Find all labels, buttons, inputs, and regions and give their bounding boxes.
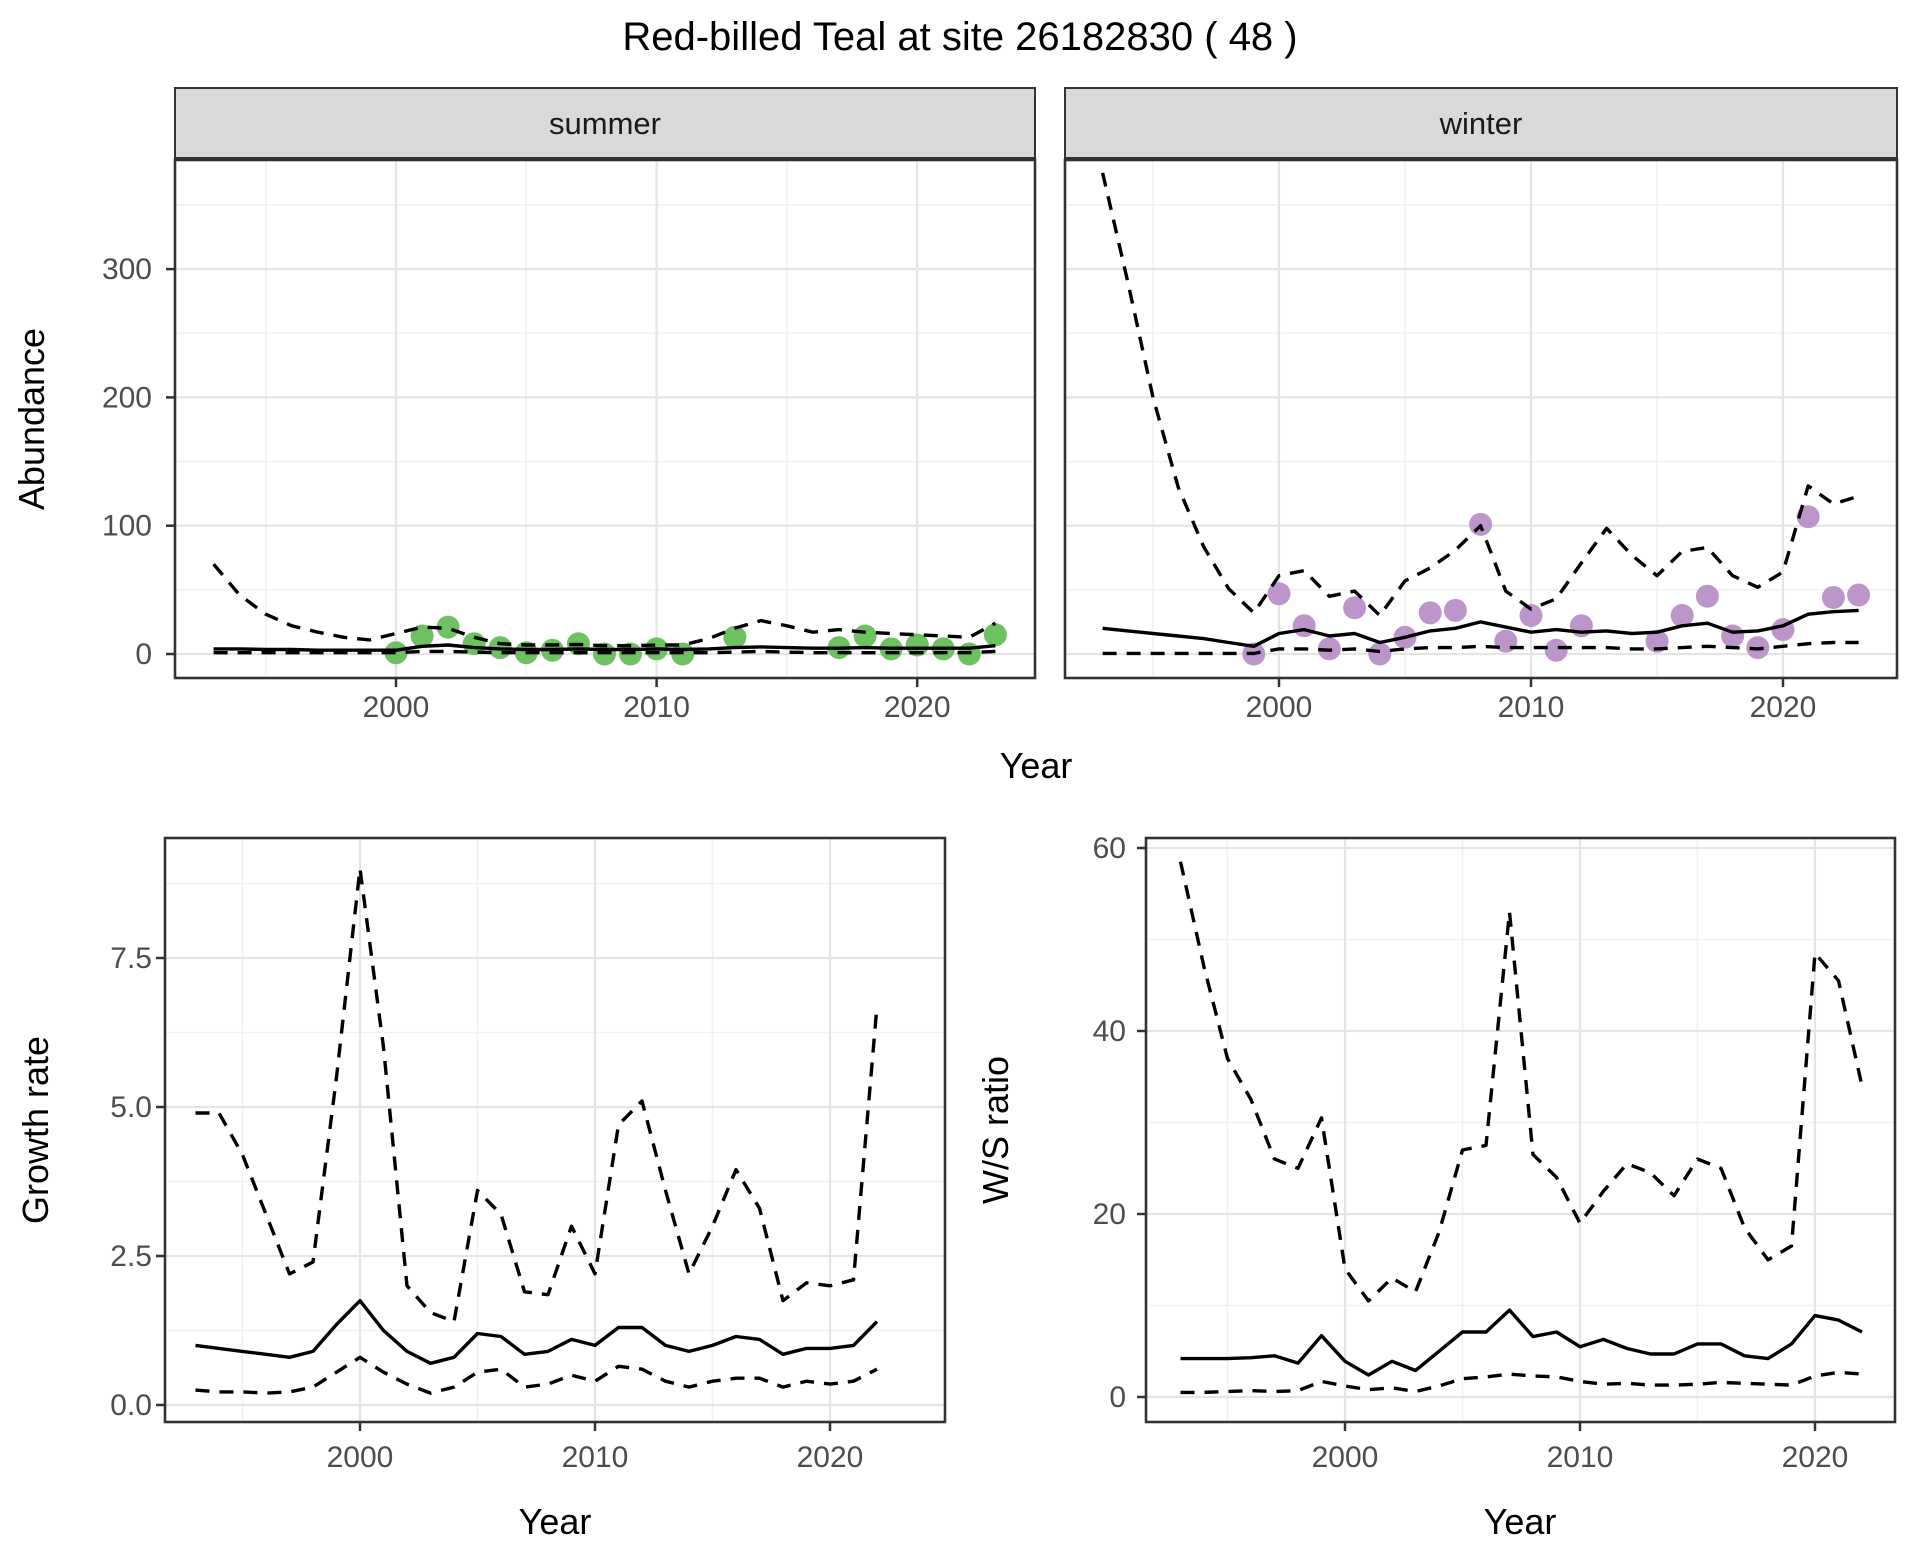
data-point [1670, 604, 1694, 627]
data-point [1847, 583, 1871, 607]
data-point [436, 615, 460, 639]
series-lower-credible-interval [195, 1355, 878, 1395]
data-point [384, 641, 408, 665]
x-tick-label: 2020 [797, 1441, 864, 1474]
series-median-growth-rate [195, 1299, 879, 1365]
x-tick-label: 2000 [363, 691, 430, 724]
panel-summer: 2000 2010 2020 0 100 200 300 [102, 158, 1037, 724]
x-axis-title-year-bottom-right: Year [1484, 1501, 1557, 1542]
series-upper-credible-interval [1178, 861, 1864, 1303]
series-upper-credible-interval [212, 563, 997, 648]
data-point [723, 625, 747, 649]
data-point [853, 624, 877, 648]
y-tick-label: 0 [135, 638, 152, 671]
y-axis-title-ws-ratio: W/S ratio [975, 1056, 1016, 1204]
y-tick-label: 2.5 [110, 1240, 152, 1273]
facet-strip-label-winter: winter [1439, 106, 1523, 141]
x-tick-label: 2000 [1246, 691, 1313, 724]
y-tick-label: 300 [102, 253, 152, 286]
data-point [1267, 582, 1291, 606]
series-lower-credible-interval [213, 649, 996, 655]
data-point [1519, 604, 1543, 627]
x-tick-label: 2020 [1750, 691, 1817, 724]
y-tick-label: 20 [1093, 1198, 1126, 1231]
x-tick-label: 2010 [623, 691, 690, 724]
y-tick-label: 0.0 [110, 1389, 152, 1422]
x-tick-label: 2000 [327, 1441, 394, 1474]
x-axis-title-year-top: Year [1000, 745, 1073, 786]
series-median-ws-ratio [1180, 1308, 1863, 1377]
x-tick-label: 2020 [1782, 1441, 1849, 1474]
facet-strip-winter [1064, 87, 1898, 159]
y-tick-label: 7.5 [110, 942, 152, 975]
series-lower-credible-interval [1102, 640, 1859, 656]
series-upper-credible-interval [195, 866, 879, 1324]
data-point [1343, 596, 1367, 620]
series-median-estimate [213, 643, 996, 652]
series-lower-credible-interval [1180, 1370, 1863, 1395]
series-upper-credible-interval [1100, 172, 1860, 618]
data-point [1544, 638, 1568, 662]
data-point [1292, 614, 1316, 638]
x-tick-label: 2020 [884, 691, 951, 724]
y-tick-label: 200 [102, 381, 152, 414]
x-tick-label: 2010 [1547, 1441, 1614, 1474]
panel-border [1063, 158, 1899, 680]
facet-strip-summer [174, 87, 1036, 159]
data-point [1443, 598, 1467, 622]
series-median-estimate [1102, 608, 1859, 648]
panel-background [1065, 160, 1897, 678]
x-axis-title-year-bottom-left: Year [519, 1501, 592, 1542]
panel-border [163, 836, 947, 1424]
panel-border [173, 158, 1037, 680]
x-tick-label: 2010 [562, 1441, 629, 1474]
x-tick-label: 2000 [1312, 1441, 1379, 1474]
y-axis-title-abundance: Abundance [11, 328, 52, 510]
data-point [1368, 642, 1392, 666]
panel-background [165, 838, 945, 1422]
panel-background [175, 160, 1035, 678]
y-tick-label: 60 [1093, 832, 1126, 865]
data-point [1695, 584, 1719, 608]
panel-winter: 2000 2010 2020 [1063, 158, 1899, 724]
y-axis-title-growth-rate: Growth rate [15, 1036, 56, 1224]
panel-w-s-ratio: 2000 2010 2020 0 20 40 60 [1093, 832, 1897, 1474]
y-tick-label: 0 [1109, 1381, 1126, 1414]
data-point [1821, 586, 1845, 609]
facet-strip-label-summer: summer [549, 106, 661, 141]
data-point [983, 623, 1007, 647]
panel-border [1144, 836, 1897, 1424]
x-tick-label: 2010 [1498, 691, 1565, 724]
y-tick-label: 100 [102, 510, 152, 543]
y-tick-label: 5.0 [110, 1091, 152, 1124]
data-point [905, 633, 929, 657]
panel-growth-rate: 2000 2010 2020 0.0 2.5 5.0 7.5 [110, 836, 947, 1474]
panel-background [1146, 838, 1895, 1422]
chart-title: Red-billed Teal at site 26182830 ( 48 ) [622, 15, 1297, 59]
data-point [1418, 601, 1442, 625]
y-tick-label: 40 [1093, 1015, 1126, 1048]
